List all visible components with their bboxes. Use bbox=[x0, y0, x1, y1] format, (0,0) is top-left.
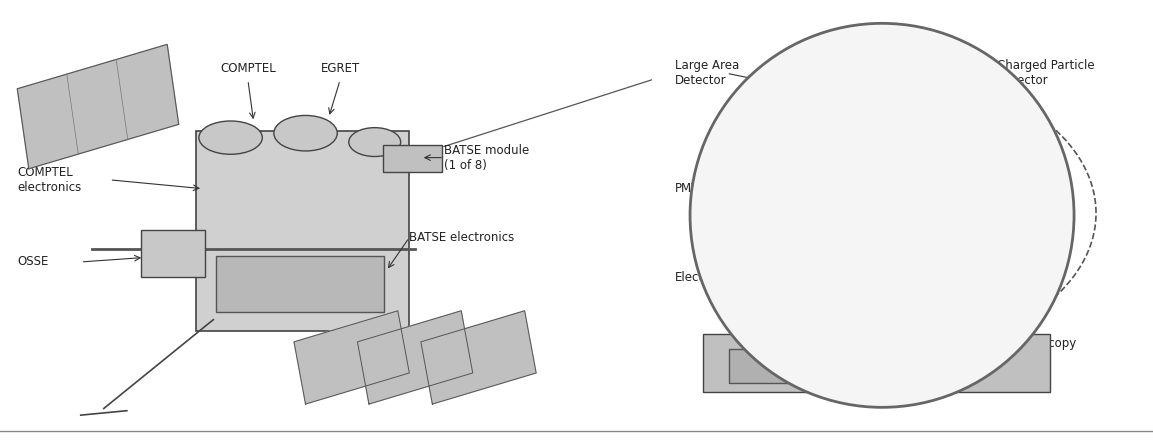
Circle shape bbox=[689, 24, 1075, 407]
Text: Large Area
Detector: Large Area Detector bbox=[675, 59, 739, 87]
FancyBboxPatch shape bbox=[216, 256, 384, 312]
FancyBboxPatch shape bbox=[141, 230, 205, 277]
FancyBboxPatch shape bbox=[383, 145, 442, 172]
Ellipse shape bbox=[199, 121, 263, 155]
Text: Spectroscopy
Detector: Spectroscopy Detector bbox=[997, 337, 1077, 365]
Polygon shape bbox=[17, 44, 179, 169]
Polygon shape bbox=[888, 81, 1072, 345]
Text: BATSE electronics: BATSE electronics bbox=[409, 231, 514, 244]
Polygon shape bbox=[421, 311, 536, 404]
Polygon shape bbox=[294, 311, 409, 404]
Text: COMPTEL: COMPTEL bbox=[220, 62, 276, 75]
Ellipse shape bbox=[910, 329, 993, 373]
Text: EGRET: EGRET bbox=[321, 62, 360, 75]
Text: PMT: PMT bbox=[675, 182, 699, 195]
FancyBboxPatch shape bbox=[729, 349, 816, 383]
Text: Electronics: Electronics bbox=[675, 271, 739, 284]
FancyBboxPatch shape bbox=[196, 131, 409, 331]
Text: Charged Particle
Detector: Charged Particle Detector bbox=[997, 59, 1095, 87]
Ellipse shape bbox=[807, 214, 872, 252]
Polygon shape bbox=[357, 311, 473, 404]
Text: OSSE: OSSE bbox=[17, 255, 48, 269]
Text: BATSE module
(1 of 8): BATSE module (1 of 8) bbox=[444, 143, 529, 172]
FancyBboxPatch shape bbox=[703, 334, 1050, 392]
Ellipse shape bbox=[348, 128, 401, 157]
Text: COMPTEL
electronics: COMPTEL electronics bbox=[17, 166, 82, 194]
Ellipse shape bbox=[274, 115, 337, 151]
